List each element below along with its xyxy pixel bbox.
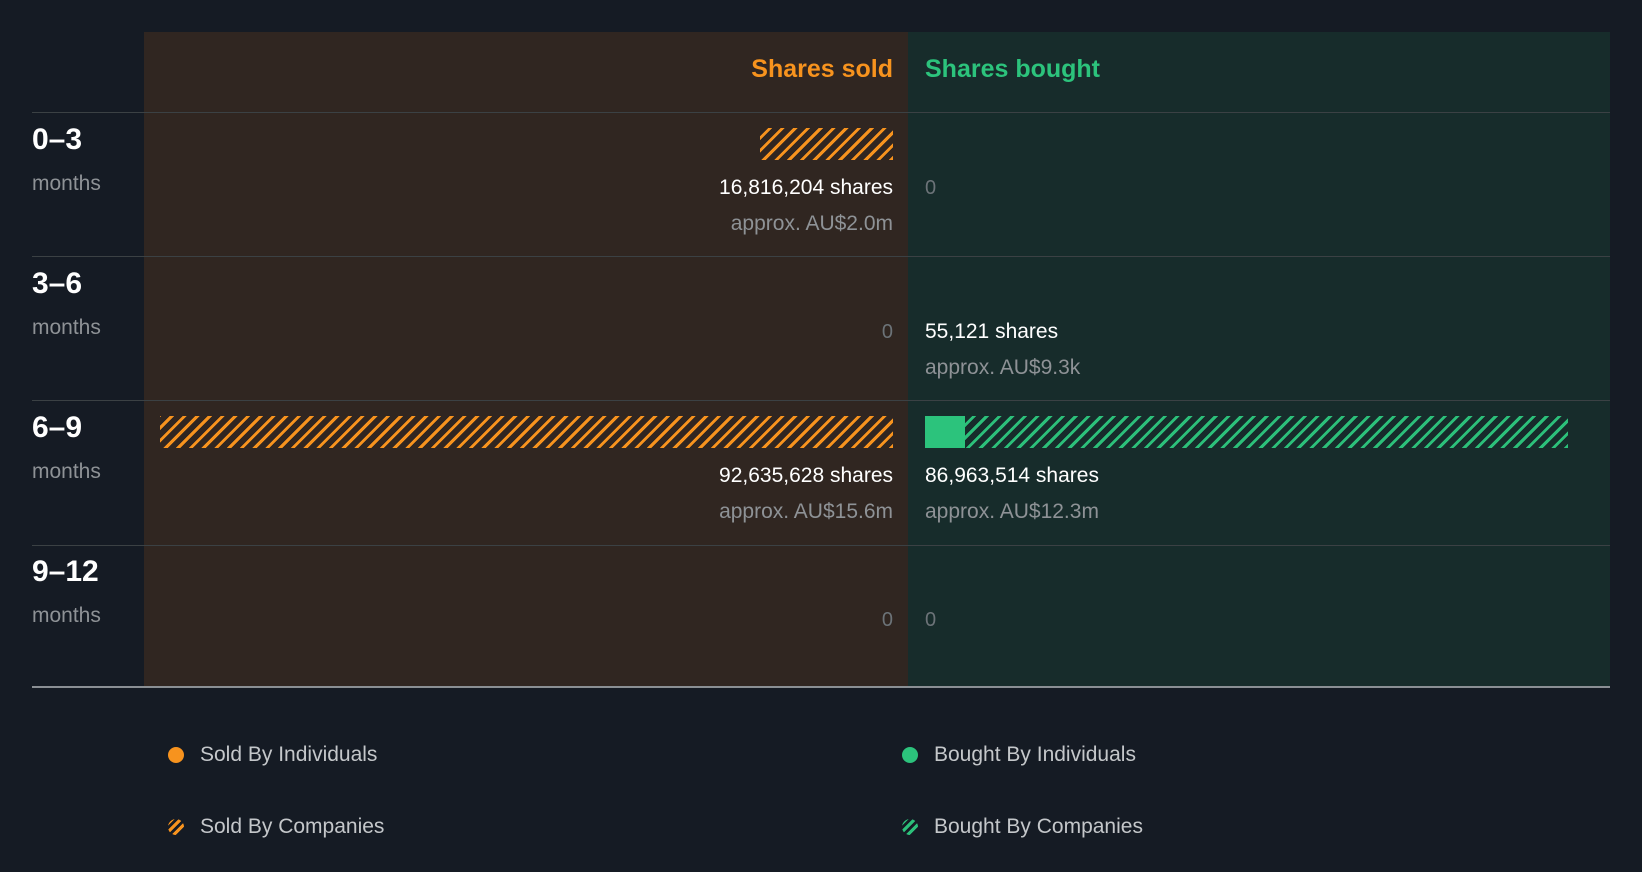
- solid-green-dot-icon: [902, 747, 918, 763]
- shares-bought-header: Shares bought: [925, 55, 1101, 83]
- row-unit-0-3: months: [32, 172, 101, 195]
- row-unit-6-9: months: [32, 460, 101, 483]
- hatched-orange-dot-icon: [168, 819, 184, 835]
- row-label-9-12: 9–12: [32, 555, 99, 588]
- sold-shares-6-9: 92,635,628 shares: [719, 464, 893, 487]
- sold-shares-3-6: 0: [881, 321, 893, 343]
- row-divider: [32, 112, 1610, 113]
- bought-shares-6-9: 86,963,514 shares: [925, 464, 1099, 487]
- hatched-green-dot-icon: [902, 819, 918, 835]
- legend-label: Sold By Individuals: [200, 743, 378, 766]
- legend-sold-companies[interactable]: Sold By Companies: [168, 812, 384, 842]
- chart-baseline: [32, 686, 1610, 688]
- row-unit-3-6: months: [32, 316, 101, 339]
- row-label-3-6: 3–6: [32, 267, 83, 300]
- legend-label: Sold By Companies: [200, 815, 385, 838]
- bought-shares-3-6: 55,121 shares: [925, 320, 1059, 343]
- bought-shares-9-12: 0: [925, 609, 937, 631]
- row-divider: [32, 400, 1610, 401]
- row-unit-9-12: months: [32, 604, 101, 627]
- bought-shares-0-3: 0: [925, 177, 937, 199]
- row-label-6-9: 6–9: [32, 411, 83, 444]
- shares-sold-header: Shares sold: [751, 55, 893, 83]
- row-divider: [32, 545, 1610, 546]
- sold-approx-6-9: approx. AU$15.6m: [719, 500, 893, 523]
- legend-bought-individuals[interactable]: Bought By Individuals: [902, 740, 1136, 770]
- legend-sold-individuals[interactable]: Sold By Individuals: [168, 740, 377, 770]
- solid-orange-dot-icon: [168, 747, 184, 763]
- bar-bought-companies-6-9: [965, 416, 1568, 448]
- bought-approx-3-6: approx. AU$9.3k: [925, 356, 1081, 379]
- row-label-0-3: 0–3: [32, 123, 83, 156]
- legend-label: Bought By Companies: [934, 815, 1143, 838]
- sold-shares-9-12: 0: [881, 609, 893, 631]
- sold-shares-0-3: 16,816,204 shares: [719, 176, 893, 199]
- sold-approx-0-3: approx. AU$2.0m: [730, 212, 893, 235]
- bought-approx-6-9: approx. AU$12.3m: [925, 500, 1099, 523]
- row-divider: [32, 256, 1610, 257]
- legend-bought-companies[interactable]: Bought By Companies: [902, 812, 1143, 842]
- legend-label: Bought By Individuals: [934, 743, 1136, 766]
- bought-column-background: [908, 32, 1610, 687]
- bar-sold-companies-0-3: [760, 128, 893, 160]
- bar-sold-companies-6-9: [160, 416, 893, 448]
- bar-bought-individuals-6-9: [925, 416, 965, 448]
